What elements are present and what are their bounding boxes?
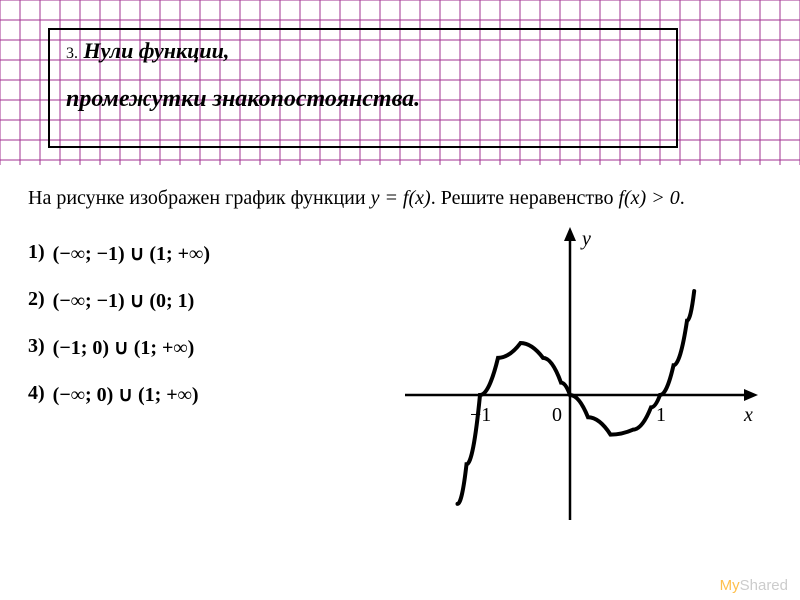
- option-number: 4): [28, 382, 45, 407]
- problem-formula-1: y = f(x): [371, 187, 431, 209]
- option-expr: (−∞; 0) ∪ (1; +∞): [53, 382, 199, 407]
- option-expr: (−∞; −1) ∪ (0; 1): [53, 288, 195, 313]
- problem-area: На рисунке изображен график функции y = …: [0, 165, 800, 600]
- option-expr: (−1; 0) ∪ (1; +∞): [53, 335, 195, 360]
- watermark-shared: Shared: [740, 577, 788, 594]
- heading-line-1: 3. Нули функции,: [66, 38, 660, 64]
- problem-formula-2: f(x) > 0: [618, 187, 679, 209]
- svg-text:y: y: [580, 228, 591, 250]
- heading-text-1: Нули функции,: [84, 38, 230, 63]
- function-graph: −1 0 1 x y: [400, 225, 760, 525]
- svg-text:1: 1: [656, 404, 666, 426]
- svg-text:0: 0: [552, 404, 562, 426]
- watermark-my: My: [720, 577, 740, 594]
- problem-suffix: .: [680, 187, 685, 209]
- svg-text:x: x: [743, 404, 753, 426]
- watermark: MyShared: [720, 577, 788, 594]
- option-expr: (−∞; −1) ∪ (1; +∞): [53, 241, 210, 266]
- heading-box: 3. Нули функции, промежутки знакопостоян…: [48, 28, 678, 148]
- svg-text:−1: −1: [470, 404, 491, 426]
- heading-line-2: промежутки знакопостоянства.: [66, 86, 660, 113]
- option-number: 3): [28, 335, 45, 360]
- heading-number: 3.: [66, 45, 78, 62]
- problem-prefix: На рисунке изображен график функции: [28, 187, 371, 209]
- option-number: 1): [28, 241, 45, 266]
- problem-statement: На рисунке изображен график функции y = …: [28, 183, 772, 213]
- option-number: 2): [28, 288, 45, 313]
- problem-mid: . Решите неравенство: [431, 187, 619, 209]
